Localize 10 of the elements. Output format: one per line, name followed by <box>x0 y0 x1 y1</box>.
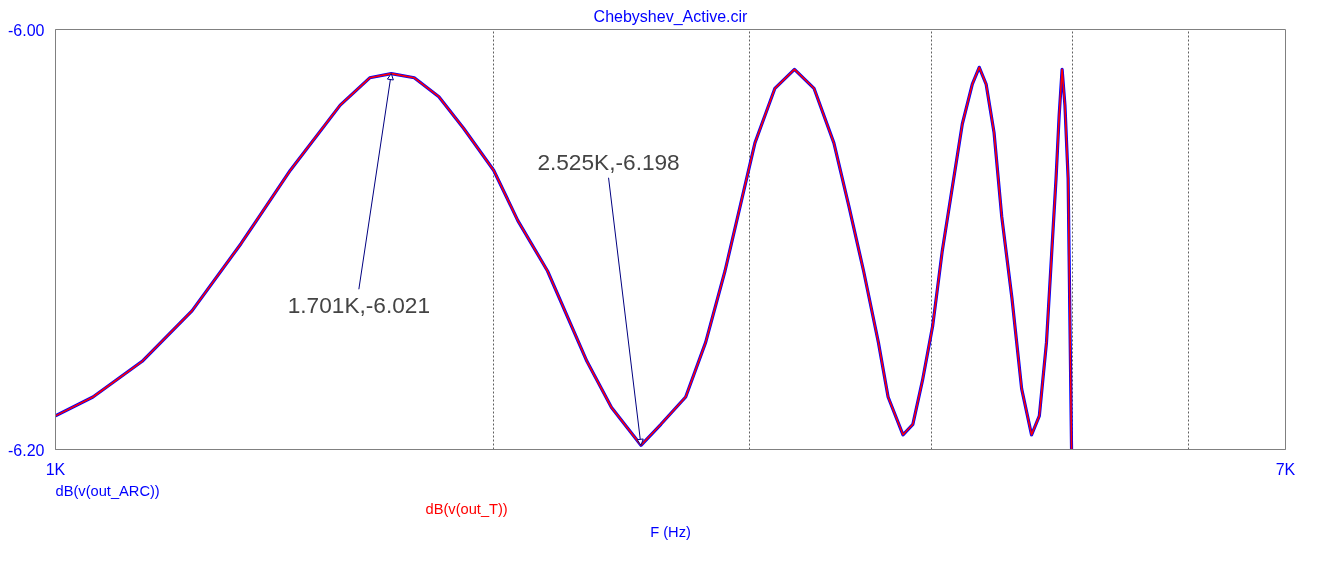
y-tick-label: -6.20 <box>8 441 45 459</box>
text: dB(v(out_T)) <box>425 500 508 517</box>
annotation: 1.701K,-6.021 <box>287 292 431 319</box>
text: dB(v(out_ARC)) <box>55 482 160 499</box>
y-tick-label: -6.00 <box>8 21 45 39</box>
x-tick-label: 7K <box>1275 460 1296 478</box>
annotation: 2.525K,-6.198 <box>537 148 680 175</box>
x-axis-title: F (Hz) <box>650 523 691 540</box>
x-tick-label: 1K <box>45 460 66 478</box>
chart-title: Chebyshev_Active.cir <box>593 7 749 26</box>
